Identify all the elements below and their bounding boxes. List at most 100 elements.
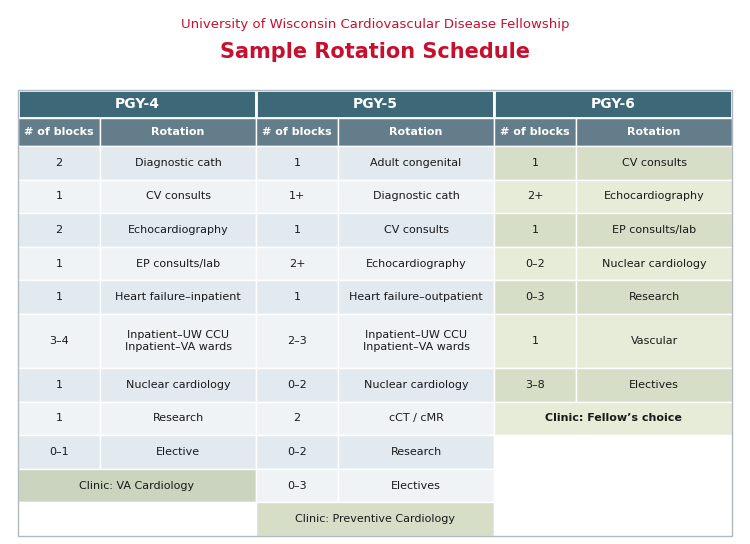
Text: Clinic: Preventive Cardiology: Clinic: Preventive Cardiology [295,514,455,524]
Text: 2–3: 2–3 [287,336,307,346]
Bar [494,502,576,536]
Text: CV consults: CV consults [146,191,211,201]
Bar [18,90,732,536]
Text: Adult congenital: Adult congenital [370,158,462,168]
Text: PGY-5: PGY-5 [352,97,398,111]
Bar [100,314,256,368]
Text: # of blocks: # of blocks [24,127,94,137]
Bar [256,247,338,281]
Bar [576,180,732,213]
Text: 1: 1 [56,259,62,269]
Text: EP consults/lab: EP consults/lab [612,225,696,235]
Bar [18,213,100,247]
Bar [338,213,494,247]
Text: 1: 1 [293,292,301,302]
Text: 0–2: 0–2 [287,380,307,390]
Text: Clinic: Fellow’s choice: Clinic: Fellow’s choice [544,413,682,423]
Text: 0–1: 0–1 [50,447,69,457]
Bar [576,435,732,469]
Text: Inpatient–UW CCU
Inpatient–VA wards: Inpatient–UW CCU Inpatient–VA wards [362,330,470,352]
Text: cCT / cMR: cCT / cMR [388,413,443,423]
Bar [338,146,494,180]
Text: # of blocks: # of blocks [500,127,570,137]
Bar [256,118,338,146]
Text: PGY-4: PGY-4 [115,97,160,111]
Text: # of blocks: # of blocks [262,127,332,137]
Text: 1: 1 [56,191,62,201]
Bar [256,213,338,247]
Bar [494,247,576,281]
Bar [494,146,576,180]
Bar [494,314,576,368]
Bar [256,180,338,213]
Bar [338,314,494,368]
Bar [576,281,732,314]
Text: 1: 1 [532,158,538,168]
Text: Electives: Electives [629,380,679,390]
Bar [256,281,338,314]
Bar [576,502,732,536]
Text: 1: 1 [56,292,62,302]
Bar [18,435,100,469]
Text: Research: Research [152,413,204,423]
Bar [494,281,576,314]
Text: Research: Research [391,447,442,457]
Bar [18,502,100,536]
Bar [576,118,732,146]
Bar [256,435,338,469]
Text: 2+: 2+ [289,259,305,269]
Text: Diagnostic cath: Diagnostic cath [373,191,460,201]
Bar [256,146,338,180]
Text: Heart failure–inpatient: Heart failure–inpatient [116,292,241,302]
Bar [576,368,732,401]
Text: 1: 1 [293,158,301,168]
Text: 3–4: 3–4 [50,336,69,346]
Text: Inpatient–UW CCU
Inpatient–VA wards: Inpatient–UW CCU Inpatient–VA wards [124,330,232,352]
Bar [18,368,100,401]
Bar [100,435,256,469]
Bar [494,90,732,118]
Text: Sample Rotation Schedule: Sample Rotation Schedule [220,42,530,62]
Text: Nuclear cardiology: Nuclear cardiology [364,380,468,390]
Bar [100,281,256,314]
Bar [338,180,494,213]
Bar [18,146,100,180]
Bar [18,469,256,502]
Bar [494,368,576,401]
Bar [18,180,100,213]
Bar [256,502,494,536]
Text: Research: Research [628,292,680,302]
Bar [338,401,494,435]
Text: University of Wisconsin Cardiovascular Disease Fellowship: University of Wisconsin Cardiovascular D… [181,18,569,31]
Bar [100,247,256,281]
Bar [338,247,494,281]
Text: 0–3: 0–3 [287,480,307,491]
Text: 1: 1 [56,380,62,390]
Bar [256,314,338,368]
Text: Echocardiography: Echocardiography [366,259,466,269]
Bar [18,247,100,281]
Text: Vascular: Vascular [631,336,678,346]
Bar [100,213,256,247]
Bar [576,146,732,180]
Bar [576,314,732,368]
Text: Nuclear cardiology: Nuclear cardiology [126,380,230,390]
Bar [100,118,256,146]
Text: Rotation: Rotation [389,127,442,137]
Text: 2: 2 [56,158,62,168]
Bar [18,90,256,118]
Bar [18,118,100,146]
Bar [494,118,576,146]
Bar [256,90,494,118]
Bar [100,146,256,180]
Bar [100,368,256,401]
Text: CV consults: CV consults [383,225,448,235]
Bar [494,180,576,213]
Bar [18,401,100,435]
Bar [256,368,338,401]
Text: Diagnostic cath: Diagnostic cath [134,158,221,168]
Bar [100,401,256,435]
Text: 0–3: 0–3 [525,292,544,302]
Bar [576,247,732,281]
Text: Rotation: Rotation [627,127,681,137]
